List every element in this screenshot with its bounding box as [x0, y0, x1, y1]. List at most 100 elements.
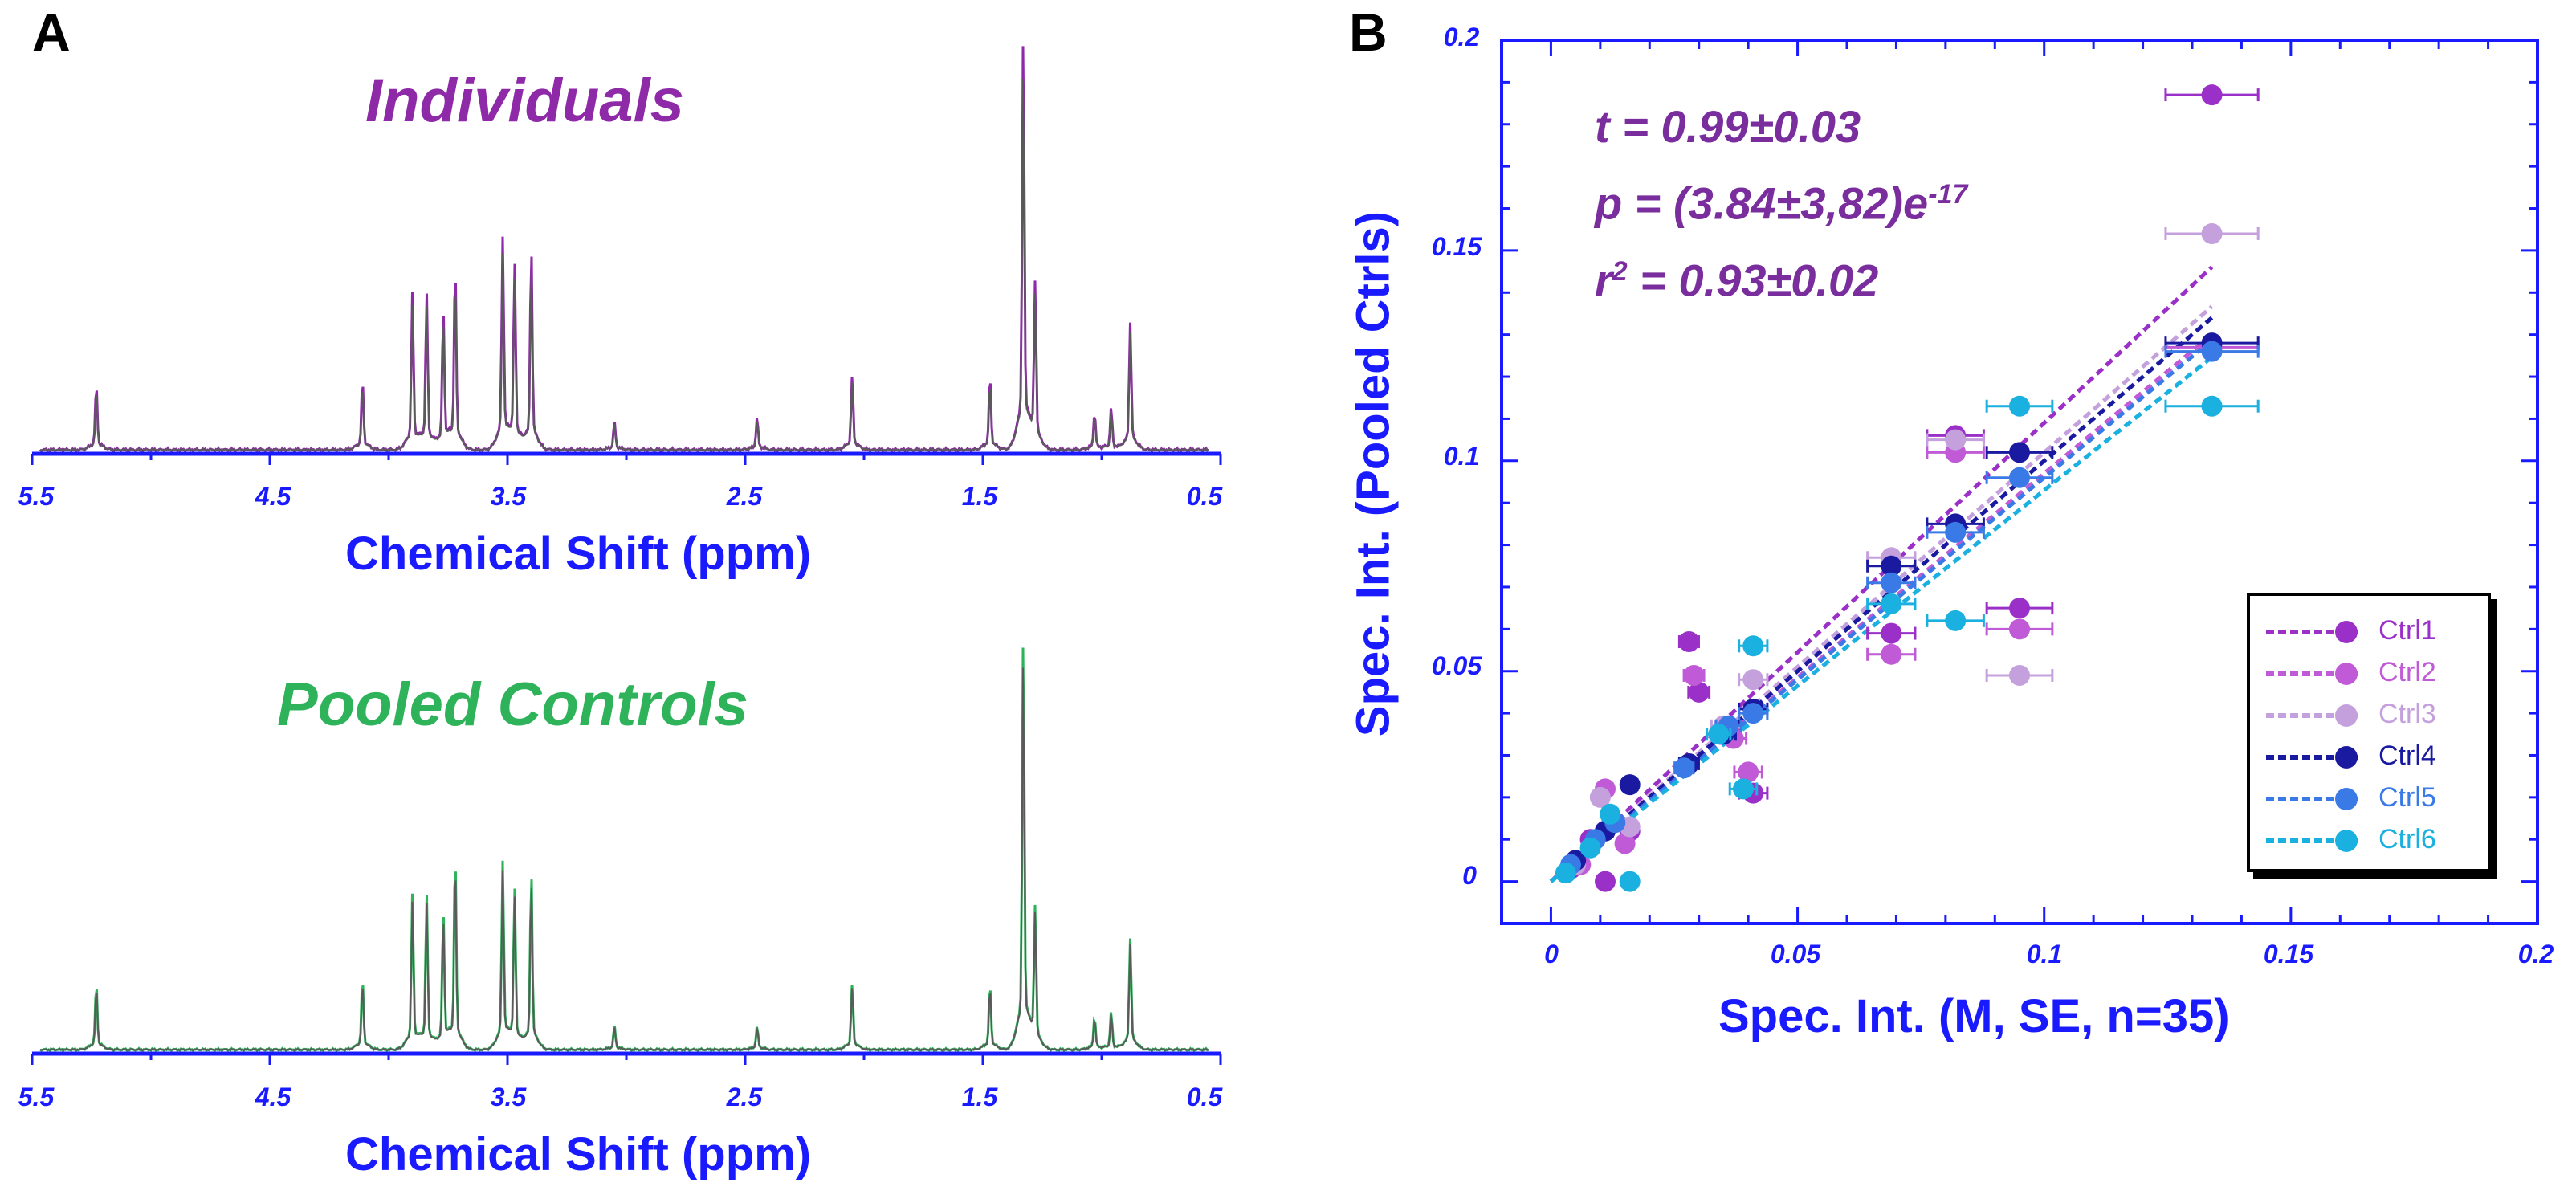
- data-point-ctrl5: [2164, 341, 2260, 362]
- data-point-ctrl1: [1866, 622, 1917, 644]
- fit-line-ctrl6: [1549, 355, 2214, 883]
- data-point-ctrl3: [1589, 786, 1611, 808]
- bottom-tick-5.5: 5.5: [18, 1083, 55, 1111]
- fit-line-ctrl4: [1549, 316, 2214, 883]
- legend-label-ctrl1: Ctrl1: [2378, 615, 2436, 646]
- data-point-ctrl2: [1733, 761, 1763, 783]
- top-tick-2.5: 2.5: [726, 482, 763, 511]
- top-tick-1.5: 1.5: [961, 482, 998, 511]
- scatter-x-axis-title: Spec. Int. (M, SE, n=35): [1718, 990, 2230, 1042]
- data-point-ctrl5: [1673, 757, 1695, 779]
- panel-a-letter: A: [32, 2, 71, 62]
- stat-p-exponent: -17: [1928, 179, 1968, 210]
- data-point-ctrl4: [1619, 774, 1641, 796]
- top-tick-4.5: 4.5: [255, 482, 291, 511]
- pooled-controls-title: Pooled Controls: [277, 671, 748, 739]
- legend-item-ctrl2: Ctrl2: [2250, 654, 2488, 694]
- controls-tick-marks: [31, 1054, 1222, 1065]
- data-point-ctrl4: [1985, 442, 2054, 463]
- y-tick-0.2: 0.2: [1443, 22, 1480, 51]
- data-point-ctrl6: [1579, 837, 1601, 859]
- legend-item-ctrl3: Ctrl3: [2250, 695, 2488, 736]
- data-point-ctrl2: [1985, 618, 2054, 640]
- data-point-ctrl1: [1595, 871, 1616, 892]
- top-tick-5.5: 5.5: [18, 482, 55, 511]
- data-point-ctrl6: [1555, 863, 1576, 884]
- data-point-ctrl6: [1866, 593, 1917, 614]
- data-point-ctrl1: [1677, 631, 1700, 653]
- top-tick-0.5: 0.5: [1186, 482, 1223, 511]
- frame-tick-marks: [1502, 39, 2539, 924]
- x-tick-0.1: 0.1: [2026, 940, 2063, 969]
- y-tick-0.15: 0.15: [1431, 232, 1482, 261]
- data-point-ctrl1: [1687, 681, 1711, 703]
- bottom-tick-2.5: 2.5: [726, 1083, 763, 1111]
- panel-b-letter: B: [1349, 2, 1388, 62]
- stat-t: t = 0.99±0.03: [1595, 101, 1861, 152]
- individuals-tick-marks: [31, 454, 1222, 465]
- scatter-y-axis-title: Spec. Int. (Pooled Ctrls): [1347, 210, 1400, 737]
- data-point-ctrl3: [1738, 669, 1769, 691]
- data-point-ctrl4: [1866, 555, 1917, 577]
- data-points: [1555, 84, 2260, 892]
- data-point-ctrl5: [1866, 572, 1917, 593]
- data-point-ctrl6: [1985, 395, 2054, 417]
- x-tick-0.15: 0.15: [2263, 940, 2314, 969]
- data-point-ctrl2: [1682, 664, 1706, 686]
- x-tick-0.2: 0.2: [2517, 940, 2554, 969]
- bottom-tick-4.5: 4.5: [255, 1083, 291, 1111]
- data-point-ctrl5: [1985, 467, 2054, 488]
- legend-item-ctrl5: Ctrl5: [2250, 779, 2488, 819]
- data-point-ctrl6: [1728, 778, 1759, 800]
- legend-item-ctrl4: Ctrl4: [2250, 737, 2488, 777]
- data-point-ctrl6: [1600, 803, 1621, 825]
- x-tick-0.05: 0.05: [1770, 940, 1821, 969]
- legend-label-ctrl4: Ctrl4: [2378, 740, 2436, 771]
- data-point-ctrl5: [1926, 521, 1985, 543]
- data-point-ctrl1: [2164, 84, 2260, 106]
- individuals-title: Individuals: [365, 67, 684, 135]
- y-tick-0: 0: [1462, 861, 1477, 890]
- x-tick-0: 0: [1544, 940, 1559, 969]
- y-tick-0.05: 0.05: [1431, 651, 1482, 680]
- data-point-ctrl2: [1614, 833, 1636, 854]
- data-point-ctrl6: [1706, 724, 1732, 745]
- legend-label-ctrl3: Ctrl3: [2378, 699, 2436, 729]
- legend-label-ctrl2: Ctrl2: [2378, 657, 2436, 687]
- individuals-spectrum-overlay: [39, 78, 1209, 452]
- spectra-plot: [31, 46, 1222, 1065]
- stat-r-superscript: 2: [1612, 255, 1628, 287]
- fit-line-ctrl5: [1549, 338, 2214, 883]
- top-x-axis-title: Chemical Shift (ppm): [345, 528, 812, 580]
- stat-r2: r2 = 0.93±0.02: [1595, 238, 1967, 315]
- bottom-x-axis-title: Chemical Shift (ppm): [345, 1128, 812, 1181]
- data-point-ctrl3: [2164, 222, 2260, 244]
- fit-lines: [1549, 265, 2214, 883]
- stat-r-main: r: [1595, 255, 1612, 306]
- fit-line-ctrl1: [1549, 265, 2214, 883]
- legend-item-ctrl1: Ctrl1: [2250, 612, 2488, 652]
- data-point-ctrl1: [1985, 598, 2054, 619]
- data-point-ctrl6: [1738, 635, 1769, 657]
- plot-frame: [1500, 39, 2539, 925]
- legend-item-ctrl6: Ctrl6: [2250, 821, 2488, 861]
- stat-p: p = (3.84±3,82)e-17: [1595, 161, 1967, 238]
- top-tick-3.5: 3.5: [490, 482, 527, 511]
- legend-label-ctrl6: Ctrl6: [2378, 824, 2436, 854]
- data-point-ctrl3: [1926, 429, 1985, 451]
- stat-p-main: p = (3.84±3,82)e: [1595, 177, 1929, 229]
- fit-statistics: t = 0.99±0.03 p = (3.84±3,82)e-17 r2 = 0…: [1595, 93, 1967, 314]
- bottom-tick-0.5: 0.5: [1186, 1083, 1223, 1111]
- data-point-ctrl5: [1738, 703, 1769, 724]
- data-point-ctrl6: [2164, 395, 2260, 417]
- bottom-tick-3.5: 3.5: [490, 1083, 527, 1111]
- controls-spectrum-overlay: [39, 667, 1209, 1052]
- data-point-ctrl2: [1866, 643, 1917, 665]
- legend-label-ctrl5: Ctrl5: [2378, 782, 2436, 813]
- y-tick-0.1: 0.1: [1443, 442, 1480, 471]
- stat-r-rest: = 0.93±0.02: [1627, 255, 1879, 306]
- data-point-ctrl6: [1619, 871, 1641, 892]
- data-point-ctrl3: [1985, 664, 2054, 686]
- bottom-tick-1.5: 1.5: [961, 1083, 998, 1111]
